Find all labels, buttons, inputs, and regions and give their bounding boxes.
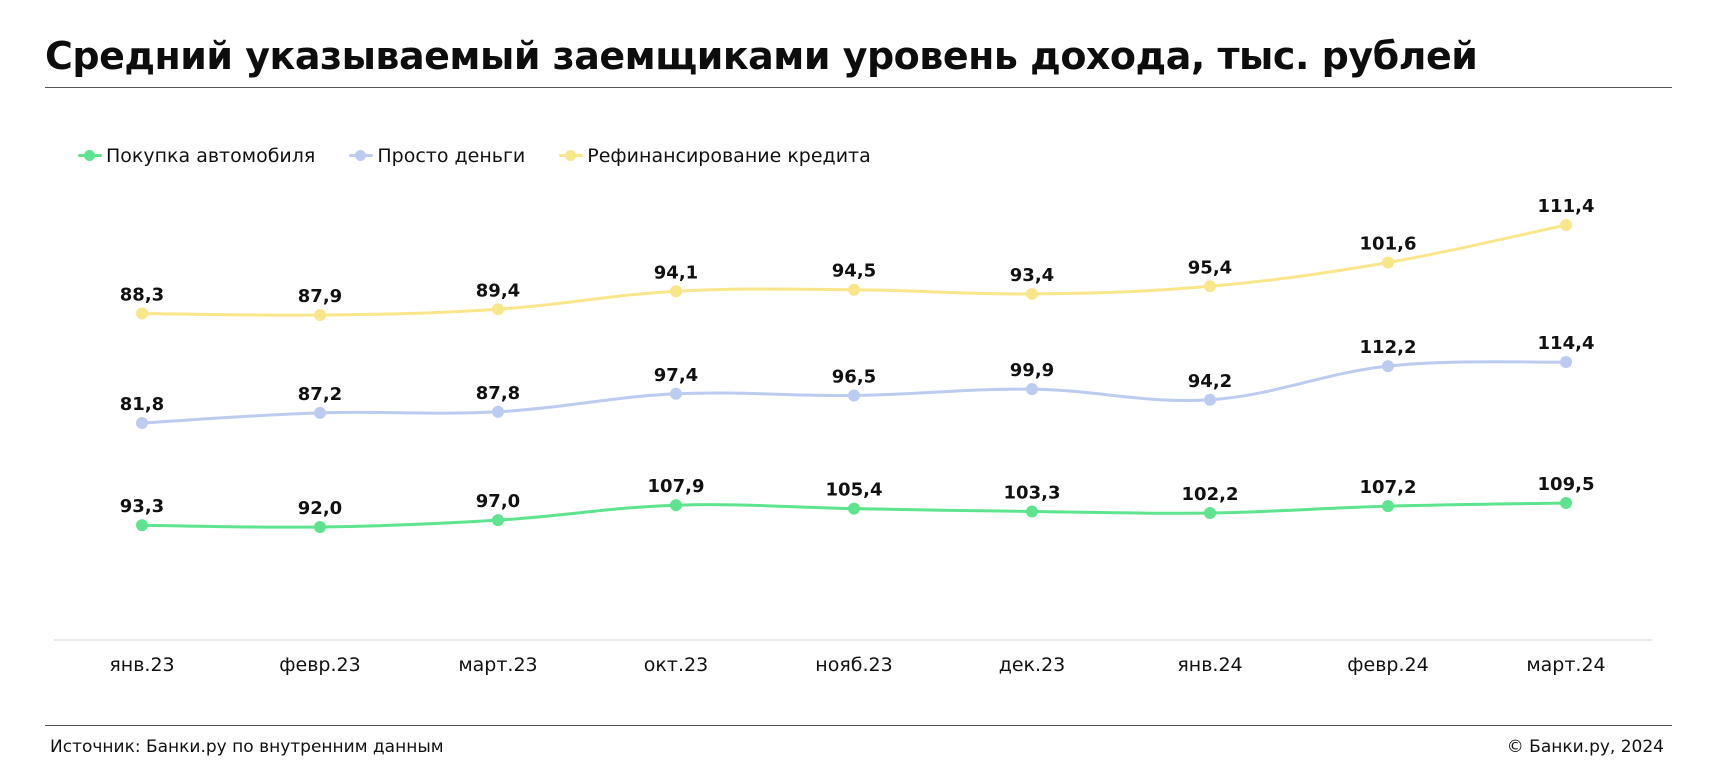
data-label-money-0: 81,8 — [120, 394, 164, 415]
data-point-car-0[interactable] — [136, 519, 148, 532]
data-label-car-1: 92,0 — [298, 498, 342, 519]
data-label-car-7: 107,2 — [1360, 477, 1417, 498]
footer-divider — [45, 725, 1672, 726]
chart-title: Средний указываемый заемщиками уровень д… — [45, 34, 1478, 78]
data-label-car-6: 102,2 — [1182, 484, 1239, 505]
x-tick-label-7: февр.24 — [1347, 654, 1428, 676]
x-tick-label-2: март.23 — [458, 654, 537, 676]
data-point-car-3[interactable] — [670, 499, 682, 512]
data-point-car-6[interactable] — [1204, 507, 1216, 520]
data-point-refinance-3[interactable] — [670, 285, 682, 298]
chart-legend: Покупка автомобиля Просто деньги Рефинан… — [78, 145, 871, 167]
copyright-note: © Банки.ру, 2024 — [1506, 737, 1664, 757]
data-label-money-5: 99,9 — [1010, 360, 1054, 381]
x-tick-label-0: янв.23 — [109, 654, 174, 676]
data-point-car-4[interactable] — [848, 502, 860, 515]
data-label-car-0: 93,3 — [120, 496, 164, 517]
data-label-car-3: 107,9 — [648, 476, 705, 497]
source-note: Источник: Банки.ру по внутренним данным — [50, 737, 444, 757]
data-point-car-2[interactable] — [492, 514, 504, 527]
data-point-money-6[interactable] — [1204, 393, 1216, 406]
data-point-car-1[interactable] — [314, 521, 326, 533]
legend-marker-money — [349, 149, 374, 163]
legend-label-car: Покупка автомобиля — [106, 145, 316, 167]
x-tick-label-4: нояб.23 — [815, 654, 892, 676]
data-label-money-2: 87,8 — [476, 383, 520, 404]
x-tick-label-8: март.24 — [1526, 654, 1605, 676]
data-label-refinance-1: 87,9 — [298, 286, 342, 307]
data-point-money-5[interactable] — [1026, 383, 1038, 396]
legend-marker-refinance — [559, 149, 584, 163]
x-tick-label-6: янв.24 — [1177, 654, 1242, 676]
data-label-refinance-3: 94,1 — [654, 262, 698, 283]
data-point-money-1[interactable] — [314, 406, 326, 419]
data-label-money-8: 114,4 — [1538, 333, 1595, 354]
legend-item-car[interactable]: Покупка автомобиля — [78, 145, 315, 167]
data-label-refinance-7: 101,6 — [1360, 234, 1417, 255]
data-point-money-8[interactable] — [1560, 356, 1572, 368]
x-tick-label-1: февр.23 — [279, 654, 360, 676]
value-labels-layer: 93,3 92,0 97,0 107,9 105,4 103,3 102,2 107,2 109… — [120, 196, 1595, 519]
legend-marker-car — [78, 149, 102, 163]
data-label-refinance-4: 94,5 — [832, 261, 876, 282]
data-label-car-5: 103,3 — [1004, 483, 1061, 504]
data-point-refinance-2[interactable] — [492, 303, 504, 316]
data-label-refinance-2: 89,4 — [476, 280, 520, 301]
legend-item-refinance[interactable]: Рефинансирование кредита — [559, 145, 871, 167]
data-point-refinance-0[interactable] — [136, 307, 148, 320]
data-label-money-3: 97,4 — [654, 365, 698, 386]
data-point-money-2[interactable] — [492, 405, 504, 418]
data-point-money-3[interactable] — [670, 387, 682, 400]
data-point-money-7[interactable] — [1382, 360, 1394, 373]
title-divider — [45, 87, 1672, 88]
data-label-money-4: 96,5 — [832, 366, 876, 387]
data-label-car-2: 97,0 — [476, 491, 520, 512]
series-layer — [136, 219, 1572, 533]
legend-label-refinance: Рефинансирование кредита — [587, 145, 871, 167]
legend-item-money[interactable]: Просто деньги — [349, 145, 525, 167]
data-point-refinance-4[interactable] — [848, 283, 860, 296]
data-point-refinance-8[interactable] — [1560, 219, 1572, 231]
x-tick-label-5: дек.23 — [999, 654, 1066, 676]
data-point-car-5[interactable] — [1026, 505, 1038, 518]
data-point-car-8[interactable] — [1560, 497, 1572, 509]
data-point-refinance-6[interactable] — [1204, 280, 1216, 293]
data-label-car-8: 109,5 — [1538, 474, 1595, 495]
data-point-money-4[interactable] — [848, 389, 860, 402]
data-label-money-6: 94,2 — [1188, 371, 1232, 392]
data-label-refinance-5: 93,4 — [1010, 265, 1054, 286]
data-label-refinance-8: 111,4 — [1538, 196, 1595, 217]
data-point-refinance-5[interactable] — [1026, 287, 1038, 300]
x-tick-label-3: окт.23 — [644, 654, 708, 676]
data-point-refinance-1[interactable] — [314, 309, 326, 321]
data-label-refinance-6: 95,4 — [1188, 257, 1232, 278]
data-point-car-7[interactable] — [1382, 500, 1394, 513]
x-tick-labels: янв.23 февр.23 март.23 окт.23 нояб.23 дек.23 я… — [109, 654, 1605, 676]
data-point-refinance-7[interactable] — [1382, 256, 1394, 269]
data-label-car-4: 105,4 — [826, 480, 883, 501]
data-point-money-0[interactable] — [136, 417, 148, 429]
data-label-money-1: 87,2 — [298, 384, 342, 405]
legend-label-money: Просто деньги — [377, 145, 526, 167]
data-label-refinance-0: 88,3 — [120, 284, 164, 305]
data-label-money-7: 112,2 — [1360, 337, 1417, 358]
